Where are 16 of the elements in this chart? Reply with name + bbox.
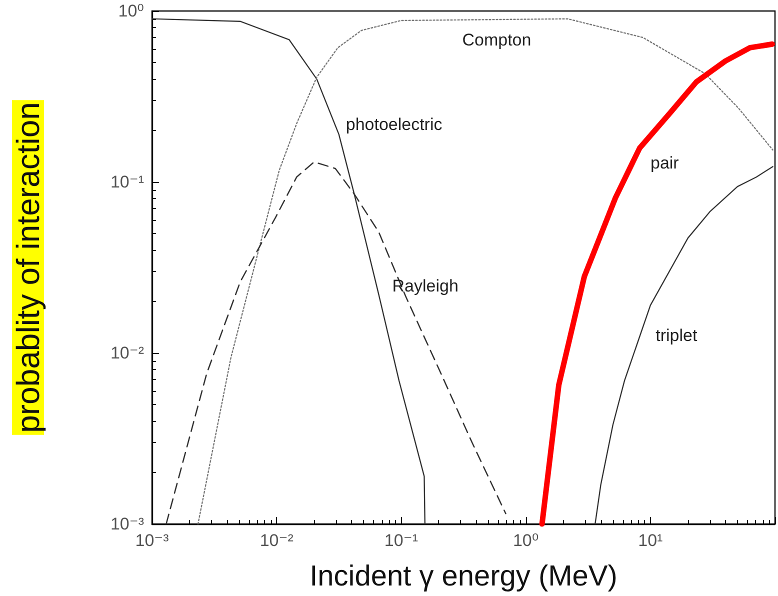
x-tick-label: 10⁻¹ [384,531,418,550]
series-label: photoelectric [346,114,443,134]
y-tick-label: 10⁻² [110,344,144,362]
x-axis-title: Incident γ energy (MeV) [310,560,618,592]
x-tick-label: 10¹ [638,531,664,550]
y-tick-label: 10⁰ [118,2,144,20]
series-label: Compton [462,30,532,50]
x-tick-label: 10⁻² [260,531,294,550]
series-label: triplet [656,326,698,345]
series-label: Rayleigh [392,276,458,296]
x-tick-label: 10⁰ [512,531,539,550]
y-tick-label: 10⁻³ [110,514,144,534]
x-tick-label: 10⁻³ [135,531,170,550]
series-label: pair [650,154,680,173]
y-tick-label: 10⁻¹ [110,172,144,192]
y-axis-title: probablity of interaction [10,102,46,433]
